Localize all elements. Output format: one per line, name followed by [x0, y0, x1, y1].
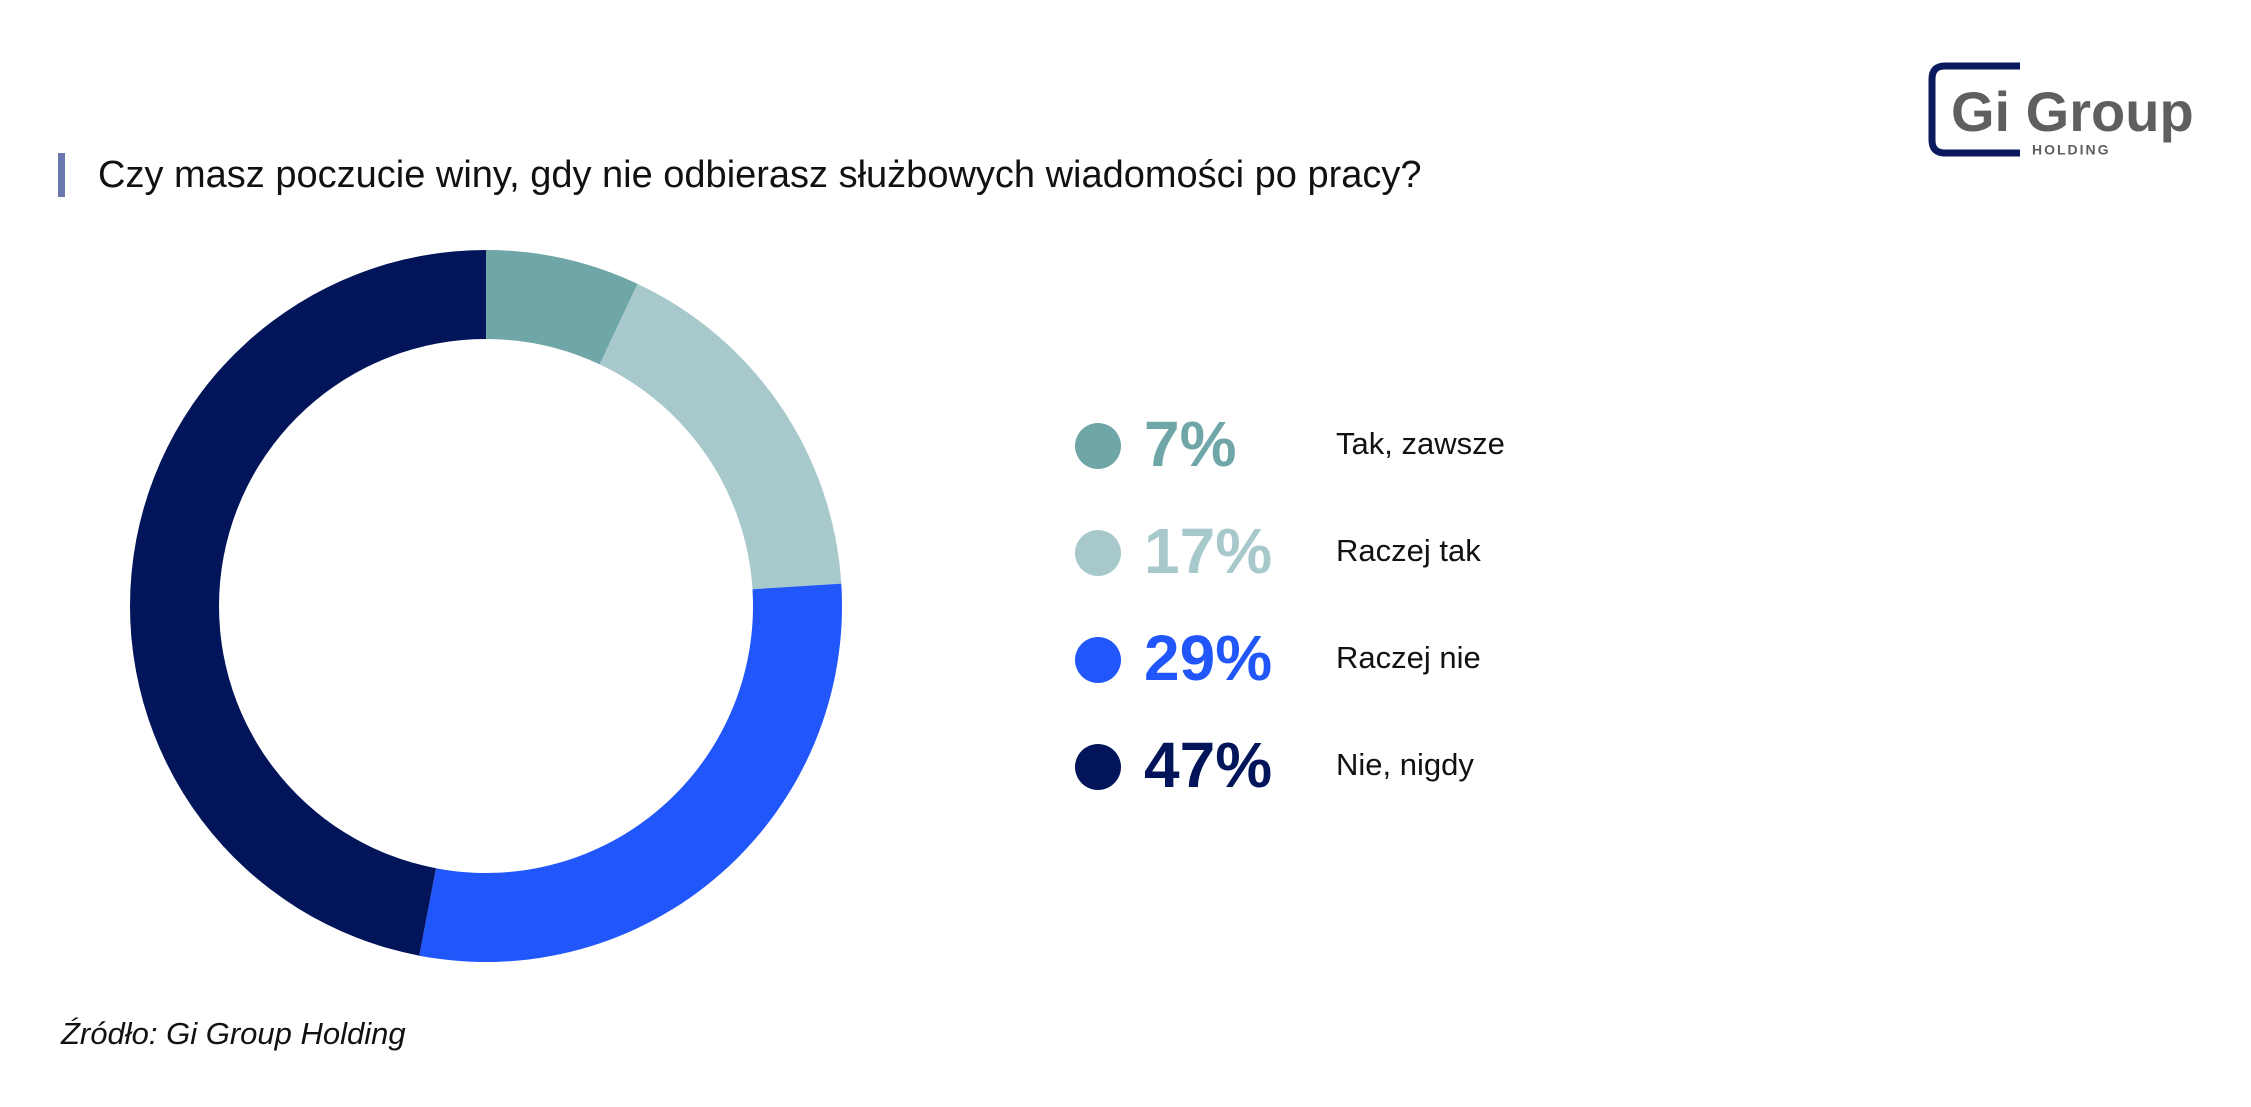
donut-segment [129, 250, 486, 956]
legend-marker [1075, 744, 1121, 790]
value-label: 47% [1144, 729, 1272, 801]
donut-segment [486, 250, 638, 365]
value-label: 17% [1144, 515, 1272, 587]
legend-label: Tak, zawsze [1336, 426, 1505, 461]
legend-label: Raczej nie [1336, 640, 1481, 675]
logo-sub: HOLDING [2032, 142, 2111, 158]
logo-name: Gi Group [1951, 80, 2194, 143]
source: Źródło: Gi Group Holding [60, 1016, 406, 1051]
title-bar [58, 153, 65, 197]
donut-segment [419, 583, 842, 962]
legend-marker [1075, 530, 1121, 576]
chart-title: Czy masz poczucie winy, gdy nie odbieras… [98, 154, 1422, 196]
value-label: 7% [1144, 408, 1237, 480]
legend-marker [1075, 637, 1121, 683]
logo-frame [1928, 62, 2020, 157]
legend-label: Raczej tak [1336, 533, 1481, 568]
legend-marker [1075, 423, 1121, 469]
donut-segment [599, 283, 842, 590]
value-label: 29% [1144, 622, 1272, 694]
legend-label: Nie, nigdy [1336, 747, 1474, 782]
